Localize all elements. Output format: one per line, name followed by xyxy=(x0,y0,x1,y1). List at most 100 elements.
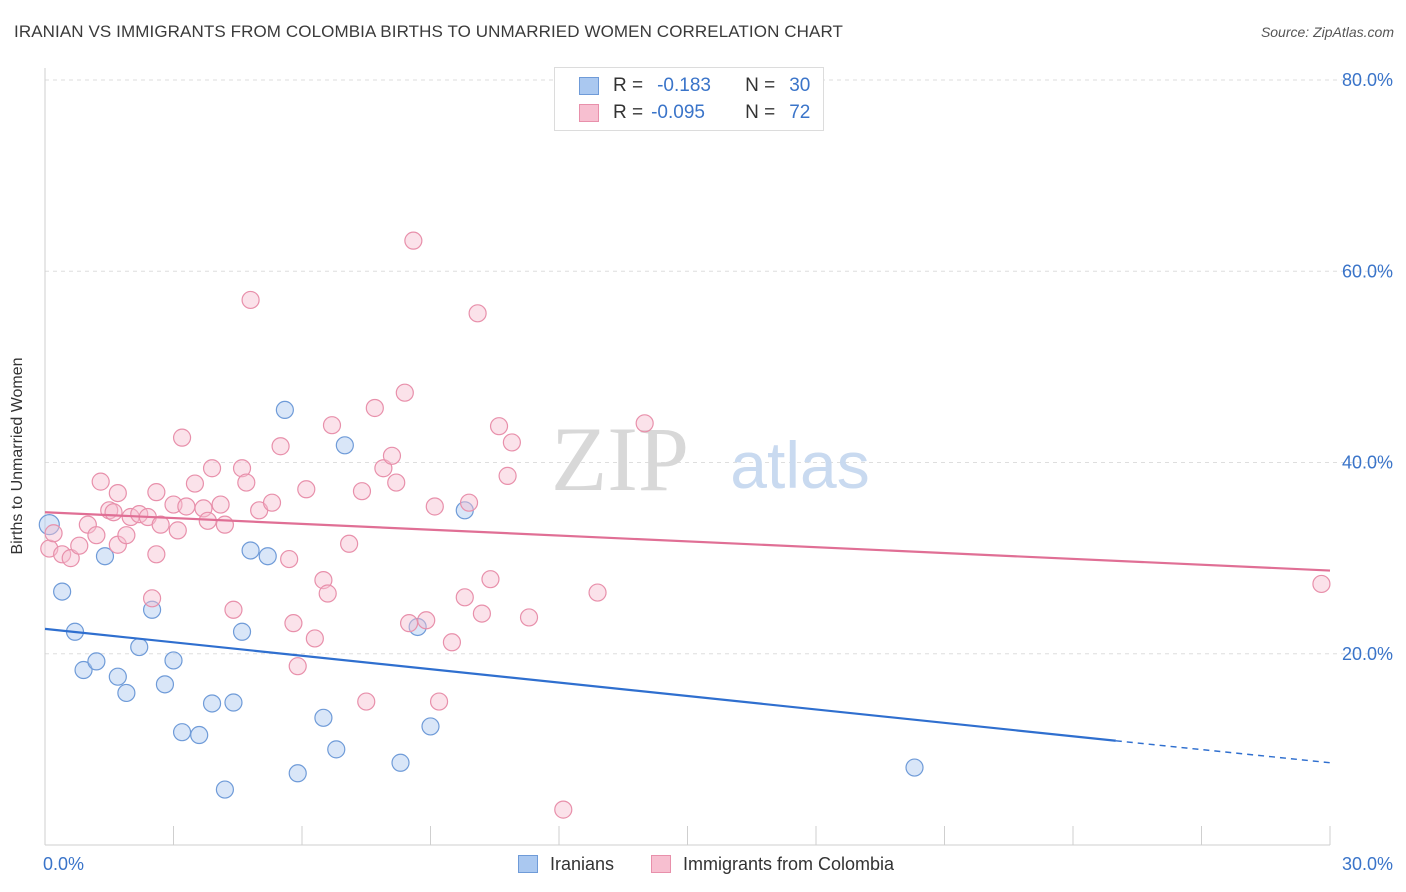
point-colombia xyxy=(168,521,187,540)
legend-item-iranians[interactable]: Iranians xyxy=(518,851,614,877)
point-colombia xyxy=(211,495,230,514)
point-colombia xyxy=(232,459,252,478)
stats-box: R = -0.183 N = 30 R = -0.095 N = 72 xyxy=(554,67,824,131)
point-colombia xyxy=(297,480,316,499)
legend-label-iranians: Iranians xyxy=(550,853,615,874)
point-colombia xyxy=(404,231,423,250)
point-colombia xyxy=(425,497,444,516)
point-colombia xyxy=(147,545,166,564)
point-colombia xyxy=(87,526,106,545)
point-colombia xyxy=(340,534,359,553)
point-colombia xyxy=(429,692,449,711)
point-iranians xyxy=(155,675,175,694)
point-iranians xyxy=(314,708,333,727)
stats-r-value: -0.183 xyxy=(657,75,711,96)
point-iranians xyxy=(391,753,410,772)
point-iranians xyxy=(232,622,252,641)
point-colombia xyxy=(314,571,333,590)
point-iranians xyxy=(74,660,93,680)
points-layer xyxy=(38,231,1331,819)
point-iranians xyxy=(87,652,106,671)
point-colombia xyxy=(374,459,393,478)
trendline-colombia xyxy=(44,511,1331,572)
point-colombia xyxy=(455,588,474,607)
point-iranians xyxy=(327,740,346,759)
point-colombia xyxy=(472,604,491,623)
point-iranians xyxy=(224,693,243,712)
point-colombia xyxy=(147,483,166,502)
point-colombia xyxy=(117,526,136,545)
point-iranians xyxy=(202,694,222,713)
trendline-iranians xyxy=(44,627,1116,742)
point-colombia xyxy=(635,414,654,433)
tick-label-layer: 20.0% 40.0% 60.0% 80.0% 0.0% 30.0% xyxy=(43,70,1393,874)
stats-row-iranians: R = -0.183 N = 30 xyxy=(555,73,810,99)
point-iranians xyxy=(335,436,354,455)
point-iranians xyxy=(275,400,294,420)
point-iranians xyxy=(421,717,440,736)
point-colombia xyxy=(399,614,419,633)
legend-item-colombia[interactable]: Immigrants from Colombia xyxy=(651,851,894,877)
point-colombia xyxy=(318,584,337,603)
point-colombia xyxy=(382,446,402,465)
y-tick-label: 60.0% xyxy=(1342,261,1393,281)
point-colombia xyxy=(365,398,384,418)
point-iranians xyxy=(95,547,115,566)
legend-swatch-colombia xyxy=(651,855,671,873)
point-colombia xyxy=(357,692,376,711)
point-colombia xyxy=(519,608,539,627)
point-colombia xyxy=(202,459,222,478)
point-iranians xyxy=(172,723,192,742)
axis-layer xyxy=(44,68,1331,846)
point-iranians xyxy=(258,547,277,566)
trendline-iranians-extension xyxy=(1115,740,1331,764)
point-colombia xyxy=(284,614,303,633)
point-colombia xyxy=(417,611,436,630)
point-colombia xyxy=(395,383,414,402)
stats-n-value: 72 xyxy=(789,102,811,123)
point-iranians xyxy=(215,780,234,799)
y-tick-label: 20.0% xyxy=(1342,644,1393,664)
point-colombia xyxy=(459,493,479,512)
point-colombia xyxy=(108,484,127,503)
stats-r-label: R = xyxy=(613,75,644,96)
point-colombia xyxy=(172,428,192,447)
point-colombia xyxy=(237,473,256,492)
trend-layer xyxy=(44,511,1331,764)
watermark-atlas: atlas xyxy=(730,428,869,502)
point-colombia xyxy=(502,433,521,452)
point-colombia xyxy=(104,503,123,522)
point-colombia xyxy=(151,515,170,534)
y-tick-label: 40.0% xyxy=(1342,453,1393,473)
point-colombia xyxy=(241,290,260,310)
x-tick-label-min: 0.0% xyxy=(43,854,84,874)
point-colombia xyxy=(498,466,517,485)
chart-title: IRANIAN VS IMMIGRANTS FROM COLOMBIA BIRT… xyxy=(14,22,844,41)
point-colombia xyxy=(61,549,80,568)
point-colombia xyxy=(442,633,462,652)
point-colombia xyxy=(215,515,234,534)
point-colombia xyxy=(387,473,406,492)
legend-swatch-iranians xyxy=(518,855,538,873)
point-colombia xyxy=(177,497,196,516)
stats-n-label: N = xyxy=(745,102,776,123)
point-colombia xyxy=(70,536,89,555)
stats-swatch-iranians xyxy=(579,77,599,95)
point-iranians xyxy=(190,725,209,745)
legend-label-colombia: Immigrants from Colombia xyxy=(683,853,895,874)
point-iranians xyxy=(164,651,183,670)
x-tick-label-max: 30.0% xyxy=(1342,854,1393,874)
stats-n-label: N = xyxy=(745,75,776,96)
point-colombia xyxy=(44,524,63,543)
point-colombia xyxy=(185,474,205,493)
point-colombia xyxy=(352,482,372,501)
stats-r-value: -0.095 xyxy=(651,102,705,123)
point-iranians xyxy=(288,764,307,783)
source-credit: Source: ZipAtlas.com xyxy=(1260,24,1394,40)
point-colombia xyxy=(588,583,607,602)
point-colombia xyxy=(481,570,500,589)
stats-r-label: R = xyxy=(613,102,644,123)
point-colombia xyxy=(305,629,324,648)
point-colombia xyxy=(1312,574,1331,594)
